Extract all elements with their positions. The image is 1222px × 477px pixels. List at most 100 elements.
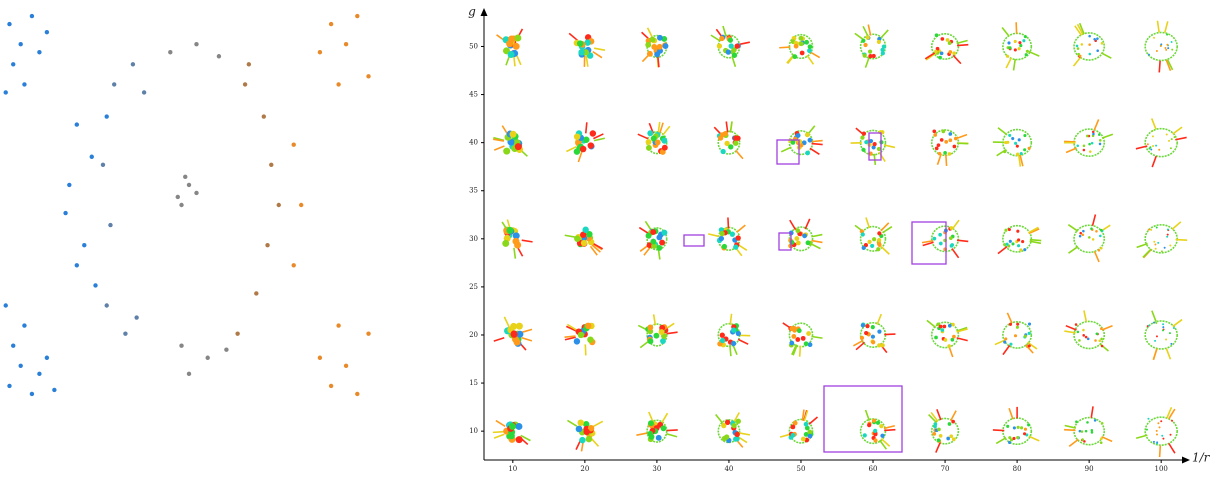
point <box>336 82 341 87</box>
y-tick-label: 50 <box>469 42 478 50</box>
node <box>1148 147 1151 150</box>
point <box>89 154 94 159</box>
node <box>1024 53 1028 57</box>
node <box>718 235 725 242</box>
node <box>1165 48 1168 51</box>
branch <box>1101 435 1113 443</box>
point <box>366 331 371 336</box>
branch <box>1171 221 1182 230</box>
thumbnail <box>710 25 750 68</box>
ring <box>1002 224 1033 253</box>
branch <box>495 419 506 428</box>
node <box>795 228 801 234</box>
branch <box>1152 348 1158 361</box>
branch <box>521 239 533 243</box>
branch <box>733 412 740 423</box>
point <box>22 323 27 328</box>
branch <box>811 239 823 244</box>
branch <box>992 429 1005 432</box>
node <box>950 243 954 247</box>
node <box>948 236 953 240</box>
branch <box>1019 154 1024 167</box>
point <box>269 162 274 167</box>
node <box>880 47 885 52</box>
thumbnail <box>994 312 1038 356</box>
node <box>735 418 741 424</box>
node <box>1082 334 1085 337</box>
node <box>802 233 807 239</box>
point <box>7 21 12 27</box>
node <box>1008 436 1012 440</box>
point <box>3 303 8 308</box>
point <box>112 82 117 87</box>
branch <box>956 328 968 333</box>
node <box>1078 429 1082 433</box>
branch <box>956 39 968 45</box>
node <box>733 244 739 250</box>
thumbnail <box>859 409 896 450</box>
node <box>573 133 581 140</box>
node <box>1081 438 1084 441</box>
node <box>948 132 953 136</box>
node <box>1164 47 1167 50</box>
node <box>877 237 882 243</box>
node <box>1074 323 1078 326</box>
branch <box>648 411 654 423</box>
node <box>951 419 955 424</box>
node <box>1090 227 1093 230</box>
point <box>7 383 12 389</box>
branch <box>811 142 823 146</box>
branch <box>593 47 606 52</box>
branch <box>729 313 733 325</box>
branch <box>997 127 1008 136</box>
branch <box>592 50 603 59</box>
point <box>44 355 50 360</box>
node <box>507 432 515 440</box>
node <box>1081 233 1085 237</box>
branch <box>493 136 505 142</box>
point <box>141 90 147 95</box>
node <box>879 424 884 429</box>
branch <box>577 151 583 163</box>
node <box>724 140 730 147</box>
node <box>653 332 660 339</box>
node <box>947 422 952 426</box>
branch <box>1008 408 1014 420</box>
branch <box>567 419 578 427</box>
node <box>1153 321 1156 324</box>
branch <box>1074 25 1083 36</box>
node <box>1166 33 1169 36</box>
node <box>792 420 798 426</box>
node <box>719 230 725 237</box>
node <box>950 337 955 342</box>
point <box>291 263 296 268</box>
node <box>807 44 813 50</box>
node <box>724 419 731 425</box>
branch <box>1064 140 1076 143</box>
x-axis-label: 1/r <box>1192 451 1211 465</box>
node <box>943 338 948 342</box>
node <box>872 141 877 147</box>
y-axis-arrow <box>480 8 488 16</box>
node <box>574 235 581 242</box>
node <box>1155 144 1158 147</box>
branch <box>564 335 576 339</box>
node <box>870 243 875 249</box>
node <box>1168 332 1171 335</box>
node <box>1093 419 1097 422</box>
thumbnail <box>997 224 1042 255</box>
node <box>584 39 591 46</box>
x-tick-label: 70 <box>941 465 950 473</box>
node <box>587 425 595 432</box>
node <box>1088 34 1091 38</box>
node <box>1155 226 1158 229</box>
branch <box>591 244 601 253</box>
node <box>731 47 737 53</box>
node <box>1027 331 1031 335</box>
node <box>804 132 810 138</box>
node <box>1016 436 1020 440</box>
branch <box>666 433 678 438</box>
node <box>807 48 812 54</box>
branch <box>880 29 889 39</box>
node <box>935 46 940 51</box>
